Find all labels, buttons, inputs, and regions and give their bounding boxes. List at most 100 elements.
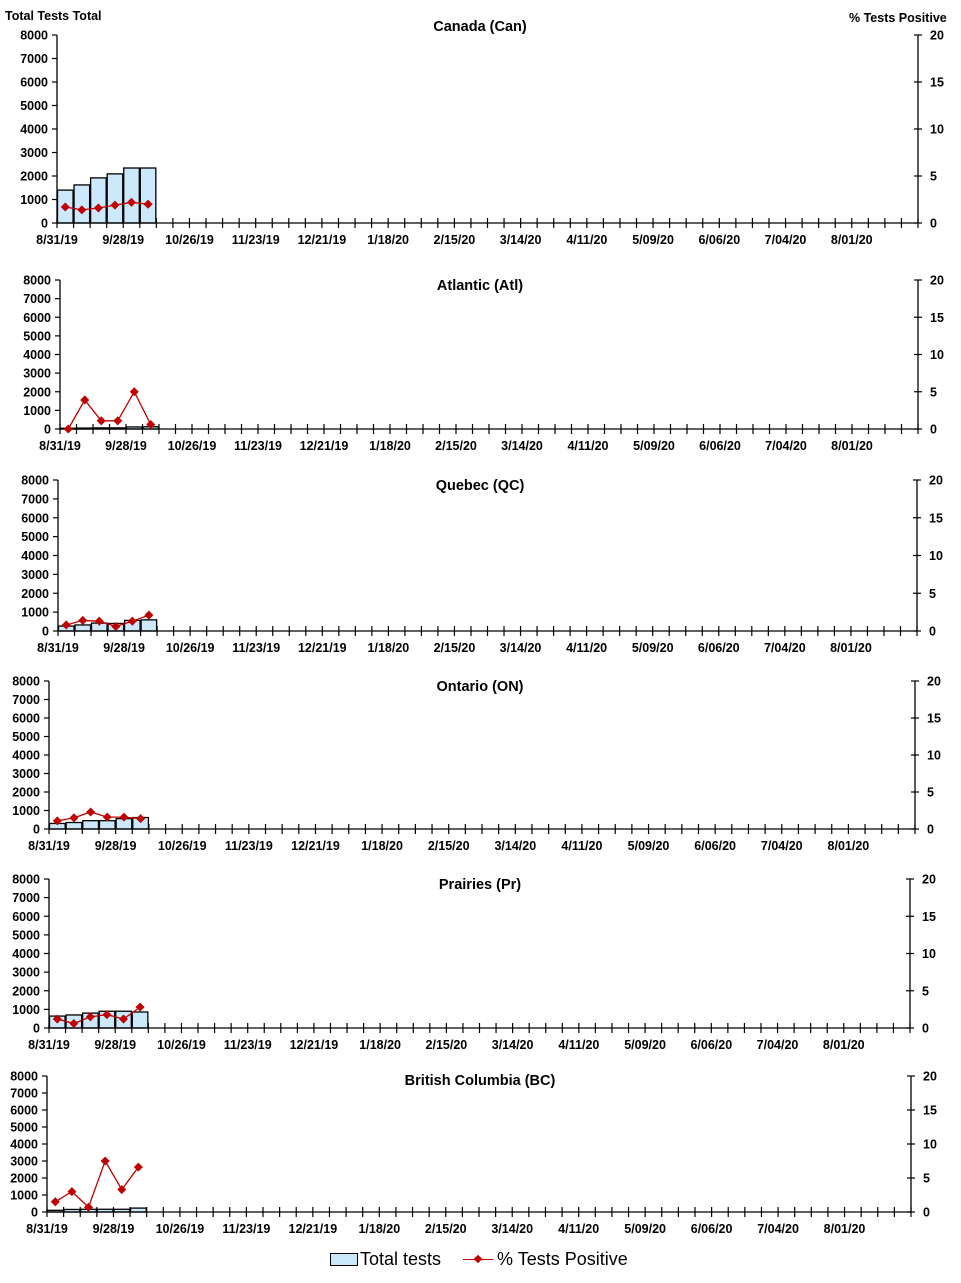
diamond-marker-icon — [135, 1002, 145, 1012]
diamond-marker-icon — [102, 812, 112, 822]
x-tick-label: 5/09/20 — [632, 233, 674, 247]
x-tick-label: 7/04/20 — [757, 1038, 799, 1052]
y-tick-label: 0 — [42, 625, 49, 639]
diamond-marker-icon — [129, 387, 139, 397]
x-tick-label: 6/06/20 — [698, 233, 740, 247]
y2-tick-label: 5 — [922, 984, 929, 998]
x-tick-label: 1/18/20 — [367, 233, 409, 247]
y-tick-label: 8000 — [10, 1070, 38, 1084]
y2-tick-label: 15 — [922, 910, 936, 924]
diamond-marker-icon — [100, 1156, 110, 1166]
y-tick-label: 1000 — [21, 606, 49, 620]
y2-tick-label: 20 — [930, 274, 944, 288]
x-tick-label: 12/21/19 — [298, 641, 347, 655]
x-tick-label: 9/28/19 — [95, 839, 137, 853]
y2-tick-label: 10 — [927, 749, 941, 763]
x-tick-label: 10/26/19 — [166, 641, 215, 655]
x-tick-label: 8/01/20 — [823, 1038, 865, 1052]
x-tick-label: 6/06/20 — [699, 439, 741, 453]
y-tick-label: 6000 — [12, 910, 40, 924]
y2-tick-label: 20 — [923, 1070, 937, 1084]
diamond-marker-icon — [60, 202, 70, 212]
y-tick-label: 0 — [33, 1022, 40, 1036]
y-tick-label: 5000 — [12, 928, 40, 942]
x-tick-label: 4/11/20 — [561, 839, 602, 853]
left-axis-title: Total Tests Total — [5, 9, 102, 23]
y2-tick-label: 20 — [927, 675, 941, 689]
y2-tick-label: 20 — [922, 873, 936, 887]
x-tick-label: 2/15/20 — [434, 641, 476, 655]
diamond-marker-icon — [78, 615, 88, 625]
y-tick-label: 2000 — [10, 1172, 38, 1186]
y2-tick-label: 5 — [929, 587, 936, 601]
y-tick-label: 4000 — [12, 947, 40, 961]
right-axis-title: % Tests Positive — [849, 11, 947, 25]
x-tick-label: 7/04/20 — [761, 839, 803, 853]
chart-2: Quebec (QC) 0 1000 2000 3000 4000 5000 6000 7000… — [21, 474, 943, 656]
diamond-marker-icon — [119, 812, 129, 822]
x-tick-label: 1/18/20 — [361, 839, 403, 853]
y-tick-label: 7000 — [20, 52, 48, 66]
x-tick-label: 8/31/19 — [28, 1038, 70, 1052]
y-tick-label: 8000 — [21, 474, 49, 488]
y2-tick-label: 0 — [930, 217, 937, 231]
y-tick-label: 7000 — [23, 292, 51, 306]
y-tick-label: 6000 — [21, 511, 49, 525]
y-tick-label: 1000 — [12, 804, 40, 818]
diamond-marker-icon — [117, 1185, 127, 1195]
x-tick-label: 10/26/19 — [165, 233, 214, 247]
y-tick-label: 3000 — [21, 568, 49, 582]
x-tick-label: 11/23/19 — [232, 641, 280, 655]
y-tick-label: 0 — [33, 823, 40, 837]
y2-tick-label: 15 — [930, 76, 944, 90]
x-tick-label: 8/01/20 — [831, 439, 873, 453]
y-tick-label: 5000 — [20, 99, 48, 113]
y-tick-label: 6000 — [23, 311, 51, 325]
y2-tick-label: 10 — [930, 123, 944, 137]
y2-tick-label: 0 — [923, 1206, 930, 1220]
y2-tick-label: 0 — [929, 625, 936, 639]
legend-item-percent-positive: % Tests Positive — [441, 1249, 628, 1270]
y-tick-label: 8000 — [12, 873, 40, 887]
x-tick-label: 6/06/20 — [694, 839, 736, 853]
y-tick-label: 7000 — [10, 1087, 38, 1101]
x-tick-label: 8/01/20 — [824, 1222, 866, 1236]
y2-tick-label: 5 — [930, 385, 937, 399]
x-tick-label: 4/11/20 — [558, 1038, 599, 1052]
y2-tick-label: 20 — [930, 29, 944, 43]
bar — [123, 167, 140, 224]
chart-4: Prairies (Pr) 0 1000 2000 3000 4000 5000 6000 70… — [12, 873, 936, 1053]
diamond-marker-icon — [143, 199, 153, 209]
chart-title: Ontario (ON) — [437, 679, 524, 695]
x-tick-label: 11/23/19 — [234, 439, 282, 453]
x-tick-label: 9/28/19 — [93, 1222, 135, 1236]
x-tick-label: 2/15/20 — [434, 233, 476, 247]
x-tick-label: 8/31/19 — [26, 1222, 68, 1236]
x-tick-label: 10/26/19 — [157, 1038, 206, 1052]
x-tick-label: 1/18/20 — [368, 641, 410, 655]
diamond-marker-icon — [111, 621, 121, 631]
x-tick-label: 8/31/19 — [37, 641, 79, 655]
percent-positive-line — [67, 390, 152, 430]
x-tick-label: 2/15/20 — [425, 1222, 467, 1236]
bar — [82, 820, 100, 830]
x-tick-label: 4/11/20 — [558, 1222, 599, 1236]
diamond-marker-icon — [50, 1197, 60, 1207]
x-tick-label: 1/18/20 — [369, 439, 411, 453]
x-tick-label: 11/23/19 — [225, 839, 273, 853]
y2-tick-label: 10 — [929, 549, 943, 563]
x-tick-label: 11/23/19 — [224, 1038, 272, 1052]
y2-tick-label: 0 — [927, 823, 934, 837]
x-tick-label: 3/14/20 — [500, 641, 542, 655]
y-tick-label: 0 — [41, 217, 48, 231]
y-tick-label: 4000 — [23, 348, 51, 362]
x-tick-label: 5/09/20 — [633, 439, 675, 453]
x-tick-label: 5/09/20 — [632, 641, 674, 655]
chart-title: British Columbia (BC) — [405, 1073, 556, 1089]
legend: Total tests % Tests Positive — [330, 1249, 628, 1270]
legend-label-total-tests: Total tests — [360, 1249, 442, 1269]
y-tick-label: 2000 — [21, 587, 49, 601]
bar — [106, 173, 124, 224]
x-tick-label: 7/04/20 — [764, 641, 806, 655]
